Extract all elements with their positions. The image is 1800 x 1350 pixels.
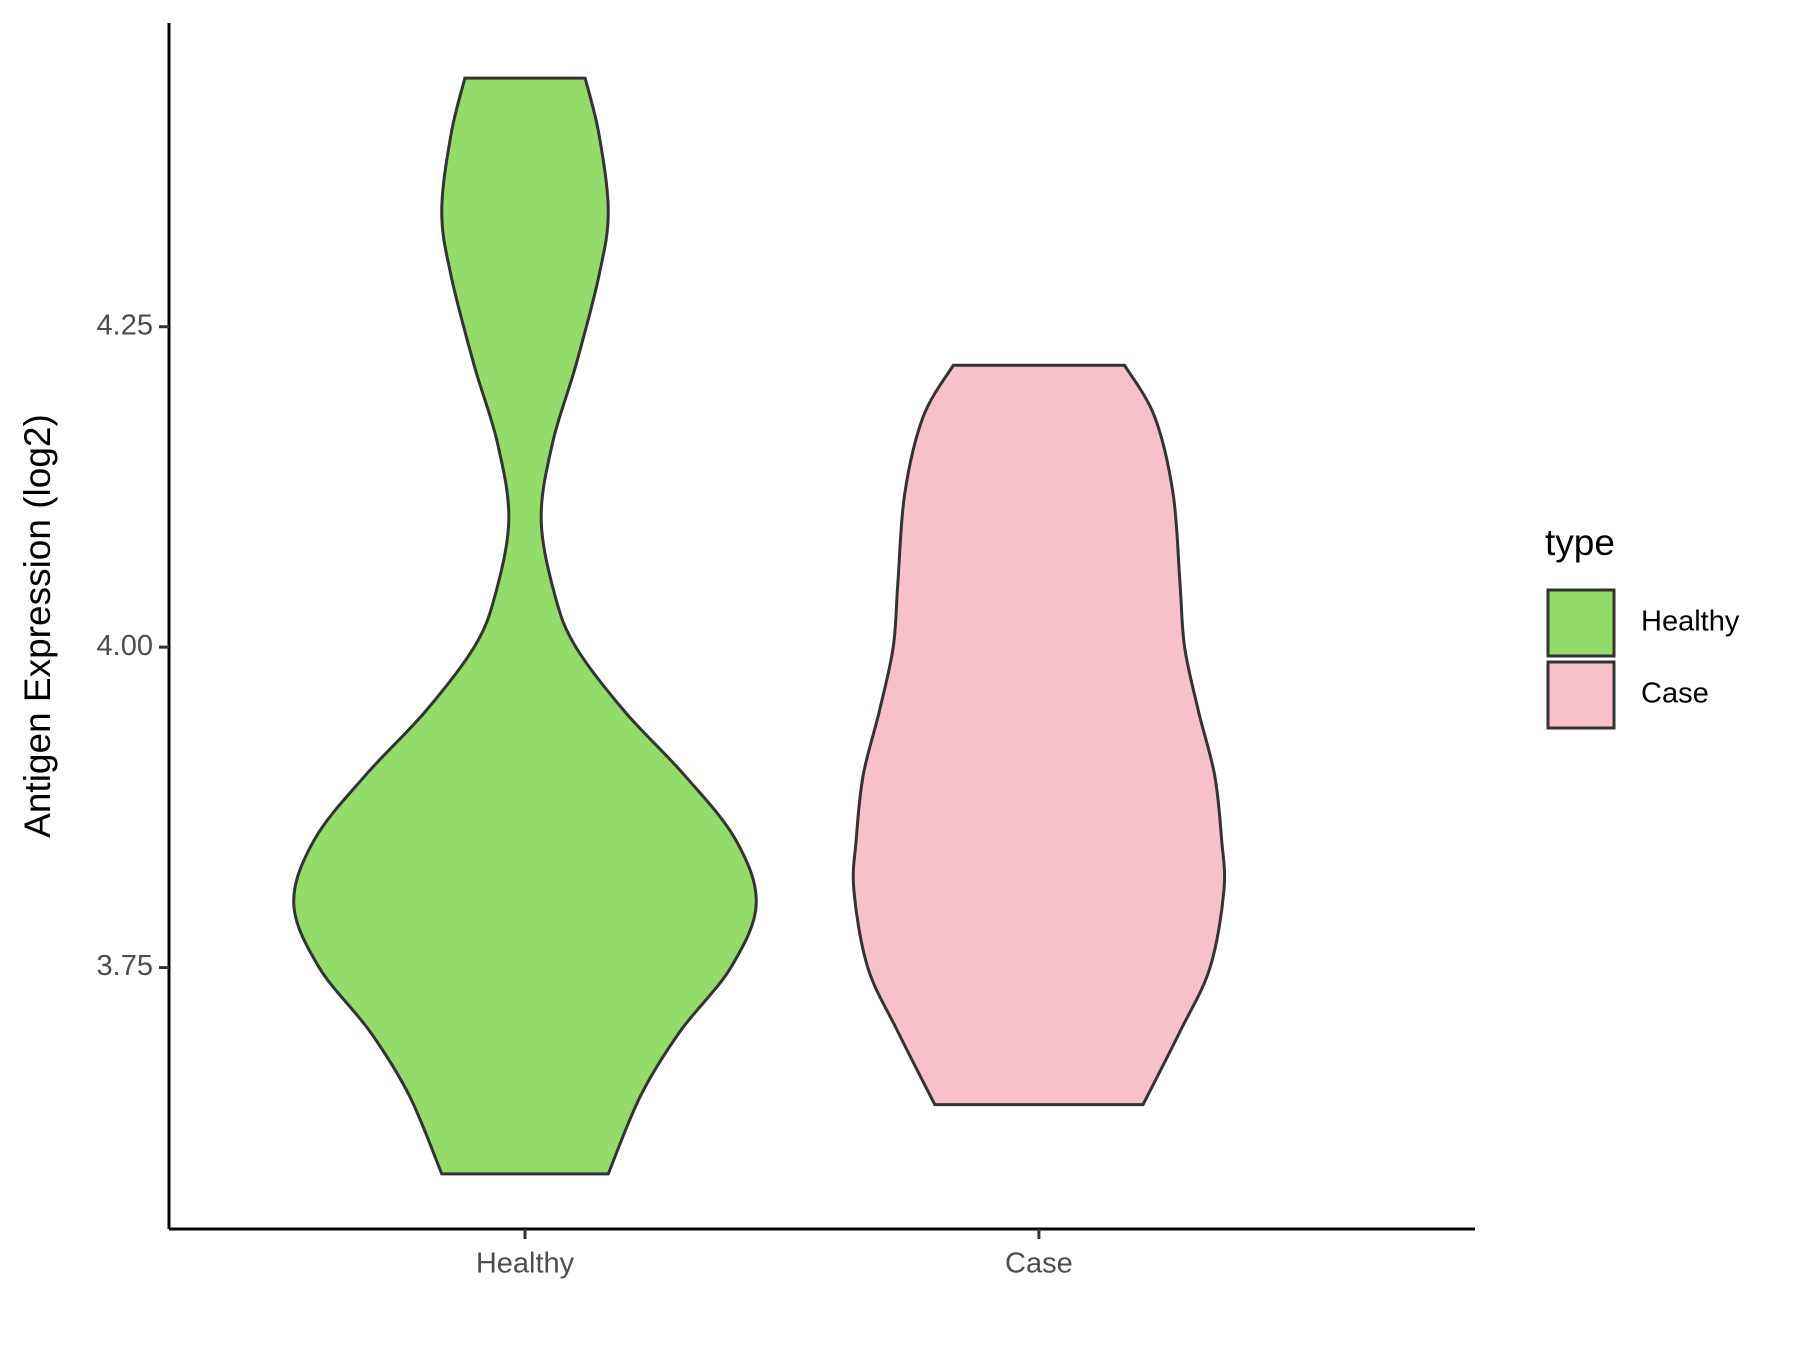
legend-label: Healthy [1641, 606, 1740, 638]
x-tick-label: Healthy [476, 1248, 575, 1280]
legend-label: Case [1641, 678, 1709, 710]
violin [851, 363, 1227, 1107]
x-tick-label: Case [1005, 1248, 1073, 1280]
violin [292, 76, 758, 1176]
y-axis-label: Antigen Expression (log2) [17, 414, 58, 838]
legend-title: type [1545, 522, 1615, 563]
y-tick-label: 4.25 [97, 309, 153, 341]
y-tick-label: 4.00 [97, 630, 153, 662]
y-tick-label: 3.75 [97, 950, 153, 982]
legend-key [1546, 660, 1616, 730]
legend-key [1546, 588, 1616, 658]
